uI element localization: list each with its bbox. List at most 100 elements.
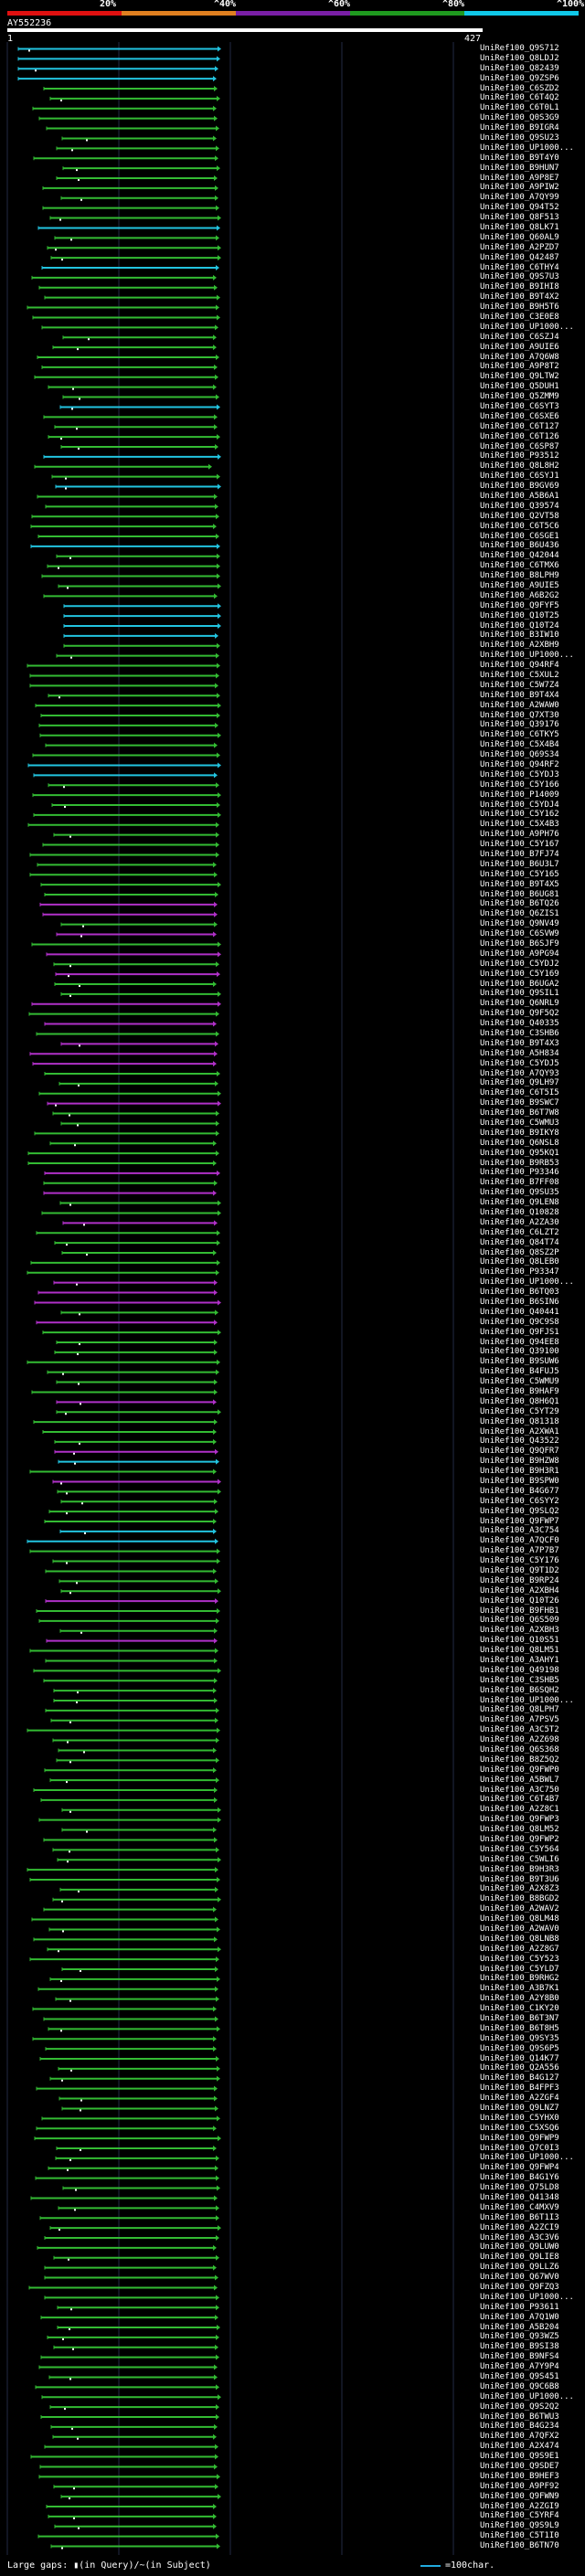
hit-label[interactable]: UniRef100_B6U3L7	[480, 859, 559, 869]
hit-label[interactable]: UniRef100_B6TQ03	[480, 1288, 559, 1298]
hit-label[interactable]: UniRef100_B4G677	[480, 1486, 559, 1496]
hit-label[interactable]: UniRef100_Q0S3G9	[480, 113, 559, 123]
hit-label[interactable]: UniRef100_B9RP24	[480, 1575, 559, 1585]
hit-label[interactable]: UniRef100_C5T1I0	[480, 2531, 559, 2541]
hit-label[interactable]: UniRef100_B7FF08	[480, 1178, 559, 1188]
hit-label[interactable]: UniRef100_B8Z5Q2	[480, 1754, 559, 1765]
hit-label[interactable]: UniRef100_B9HEF3	[480, 2471, 559, 2481]
hit-label[interactable]: UniRef100_Q8H6Q1	[480, 1396, 559, 1406]
hit-label[interactable]: UniRef100_A2X474	[480, 2442, 559, 2452]
hit-label[interactable]: UniRef100_Q41348	[480, 2192, 559, 2202]
hit-label[interactable]: UniRef100_Q9S2Q2	[480, 2401, 559, 2412]
hit-label[interactable]: UniRef100_A2WAV2	[480, 1904, 559, 1914]
hit-label[interactable]: UniRef100_Q6S509	[480, 1616, 559, 1626]
hit-label[interactable]: UniRef100_A7PSV5	[480, 1715, 559, 1725]
hit-label[interactable]: UniRef100_Q10T24	[480, 620, 559, 631]
hit-label[interactable]: UniRef100_Q9NV49	[480, 919, 559, 929]
hit-label[interactable]: UniRef100_Q9FWP0	[480, 1765, 559, 1775]
hit-label[interactable]: UniRef100_C6T0L1	[480, 103, 559, 113]
hit-label[interactable]: UniRef100_C6T127	[480, 421, 559, 431]
hit-label[interactable]: UniRef100_B6TN70	[480, 2541, 559, 2551]
hit-label[interactable]: UniRef100_C5YRF4	[480, 2511, 559, 2521]
hit-label[interactable]: UniRef100_Q9SY35	[480, 2033, 559, 2043]
hit-label[interactable]: UniRef100_C6LZT2	[480, 1227, 559, 1237]
hit-label[interactable]: UniRef100_Q9S712	[480, 43, 559, 53]
hit-label[interactable]: UniRef100_Q9LEN8	[480, 1198, 559, 1208]
hit-label[interactable]: UniRef100_P14009	[480, 790, 559, 800]
hit-label[interactable]: UniRef100_C5YT29	[480, 1406, 559, 1416]
hit-label[interactable]: UniRef100_B9HUN7	[480, 163, 559, 173]
hit-label[interactable]: UniRef100_C5Y176	[480, 1556, 559, 1566]
hit-label[interactable]: UniRef100_P93611	[480, 2302, 559, 2312]
hit-label[interactable]: UniRef100_Q40335	[480, 1019, 559, 1029]
hit-label[interactable]: UniRef100_P93512	[480, 451, 559, 461]
hit-label[interactable]: UniRef100_Q9S6P5	[480, 2043, 559, 2053]
hit-label[interactable]: UniRef100_C5W7Z4	[480, 680, 559, 690]
hit-label[interactable]: UniRef100_C5Y165	[480, 869, 559, 879]
hit-label[interactable]: UniRef100_Q39100	[480, 1347, 559, 1357]
hit-label[interactable]: UniRef100_A9UIE6	[480, 342, 559, 352]
hit-label[interactable]: UniRef100_A6B2G2	[480, 590, 559, 600]
hit-label[interactable]: UniRef100_C3SHB6	[480, 1028, 559, 1038]
hit-label[interactable]: UniRef100_Q9LH97	[480, 1078, 559, 1088]
hit-label[interactable]: UniRef100_B4FUJ5	[480, 1367, 559, 1377]
hit-label[interactable]: UniRef100_B9RHG2	[480, 1974, 559, 1984]
hit-label[interactable]: UniRef100_A2Y8B0	[480, 1994, 559, 2004]
hit-label[interactable]: UniRef100_C5YDJ3	[480, 769, 559, 779]
hit-label[interactable]: UniRef100_UP1000...	[480, 2292, 574, 2302]
hit-label[interactable]: UniRef100_B9SPW0	[480, 1476, 559, 1486]
hit-label[interactable]: UniRef100_Q9LNZ7	[480, 2103, 559, 2113]
hit-label[interactable]: UniRef100_B6U436	[480, 541, 559, 551]
hit-label[interactable]: UniRef100_C6T126	[480, 431, 559, 441]
hit-label[interactable]: UniRef100_A7P7B7	[480, 1546, 559, 1556]
hit-label[interactable]: UniRef100_A2Z8G7	[480, 1944, 559, 1954]
hit-label[interactable]: UniRef100_Q67WV0	[480, 2273, 559, 2283]
hit-label[interactable]: UniRef100_A2X8Z3	[480, 1884, 559, 1894]
hit-label[interactable]: UniRef100_B6TWU3	[480, 2412, 559, 2422]
hit-label[interactable]: UniRef100_B9IKY8	[480, 1128, 559, 1138]
hit-label[interactable]: UniRef100_A5BWL7	[480, 1775, 559, 1785]
hit-label[interactable]: UniRef100_Q8LM51	[480, 1646, 559, 1656]
hit-label[interactable]: UniRef100_Q9SU35	[480, 1188, 559, 1198]
hit-label[interactable]: UniRef100_C6SXE6	[480, 411, 559, 421]
hit-label[interactable]: UniRef100_Q81318	[480, 1416, 559, 1426]
hit-label[interactable]: UniRef100_C6SYY2	[480, 1496, 559, 1506]
hit-label[interactable]: UniRef100_C6TKY5	[480, 730, 559, 740]
hit-label[interactable]: UniRef100_B4FPF3	[480, 2083, 559, 2094]
hit-label[interactable]: UniRef100_B9T4X5	[480, 879, 559, 889]
hit-label[interactable]: UniRef100_Q5DUH1	[480, 382, 559, 392]
hit-label[interactable]: UniRef100_A2WAV0	[480, 1924, 559, 1934]
hit-label[interactable]: UniRef100_A2ZGI9	[480, 2501, 559, 2511]
hit-label[interactable]: UniRef100_A3C5T2	[480, 1725, 559, 1735]
hit-label[interactable]: UniRef100_B4G127	[480, 2073, 559, 2083]
hit-label[interactable]: UniRef100_Q9C9S8	[480, 1317, 559, 1327]
hit-label[interactable]: UniRef100_B6SIN6	[480, 1297, 559, 1307]
hit-label[interactable]: UniRef100_C6T5I5	[480, 1088, 559, 1098]
hit-label[interactable]: UniRef100_B9T4X4	[480, 690, 559, 700]
hit-label[interactable]: UniRef100_A5B6A1	[480, 491, 559, 501]
hit-label[interactable]: UniRef100_B7FJ74	[480, 849, 559, 859]
hit-label[interactable]: UniRef100_C6SYJ1	[480, 472, 559, 482]
hit-label[interactable]: UniRef100_C5Y564	[480, 1844, 559, 1854]
hit-label[interactable]: UniRef100_A9PG94	[480, 949, 559, 959]
hit-label[interactable]: UniRef100_Q75LD8	[480, 2183, 559, 2193]
hit-label[interactable]: UniRef100_B6T8H5	[480, 2023, 559, 2033]
hit-label[interactable]: UniRef100_Q8F513	[480, 213, 559, 223]
hit-label[interactable]: UniRef100_A2ZGF4	[480, 2094, 559, 2104]
hit-label[interactable]: UniRef100_C5Y523	[480, 1954, 559, 1964]
hit-label[interactable]: UniRef100_B6SJF9	[480, 938, 559, 949]
hit-label[interactable]: UniRef100_A7QFX2	[480, 2432, 559, 2442]
hit-label[interactable]: UniRef100_C5XUL2	[480, 670, 559, 680]
hit-label[interactable]: UniRef100_Q10T25	[480, 610, 559, 620]
hit-label[interactable]: UniRef100_A9PH76	[480, 830, 559, 840]
hit-label[interactable]: UniRef100_B6T7W8	[480, 1108, 559, 1118]
hit-label[interactable]: UniRef100_Q9S9L9	[480, 2521, 559, 2531]
hit-label[interactable]: UniRef100_Q7XT30	[480, 710, 559, 720]
hit-label[interactable]: UniRef100_Q39574	[480, 501, 559, 511]
hit-label[interactable]: UniRef100_B9SWC7	[480, 1098, 559, 1108]
hit-label[interactable]: UniRef100_C6SZJ4	[480, 332, 559, 342]
hit-label[interactable]: UniRef100_Q8LM52	[480, 1825, 559, 1835]
hit-label[interactable]: UniRef100_Q7C0I3	[480, 2143, 559, 2153]
hit-label[interactable]: UniRef100_Q10S51	[480, 1636, 559, 1646]
hit-label[interactable]: UniRef100_B9SUW6	[480, 1357, 559, 1367]
